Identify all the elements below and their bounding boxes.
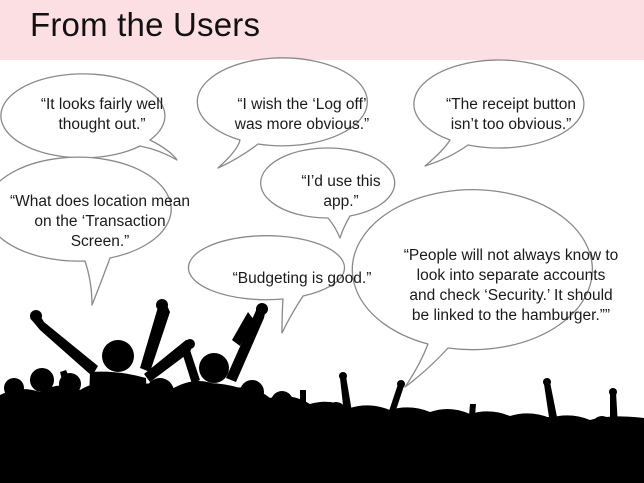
quote-7: “People will not always know to look int… <box>403 247 619 324</box>
quote-3: “The receipt button isn’t too obvious.” <box>445 96 577 133</box>
quote-4: “What does location mean on the ‘Transac… <box>9 193 191 250</box>
speech-bubble-7 <box>351 189 593 388</box>
quote-2: “I wish the ‘Log off’ was more obvious.” <box>234 96 370 133</box>
slide-title: From the Users <box>30 6 261 43</box>
quote-6: “Budgeting is good.” <box>232 270 372 287</box>
quote-5: “I’d use this app.” <box>301 173 381 210</box>
speech-bubble-5 <box>260 147 396 239</box>
speech-bubble-1 <box>0 73 178 161</box>
raised-arm <box>30 312 98 376</box>
speech-bubble-6 <box>187 235 346 334</box>
speech-bubble-3 <box>413 59 585 167</box>
speech-bubble-2 <box>196 57 368 169</box>
title-bar: From the Users <box>0 0 644 60</box>
quote-1: “It looks fairly well thought out.” <box>40 96 164 133</box>
crowd-bodies <box>86 371 150 483</box>
speech-bubble-4 <box>0 156 172 306</box>
